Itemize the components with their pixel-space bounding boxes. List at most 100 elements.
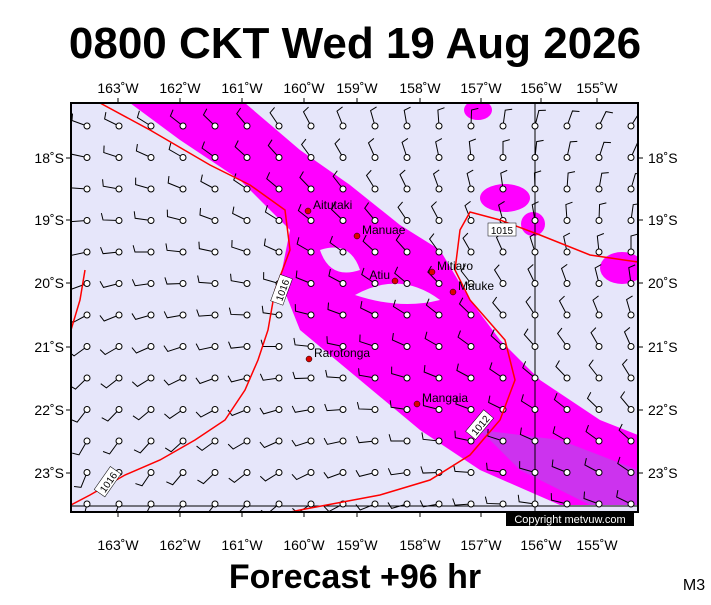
wind-station [339,437,347,445]
wind-station [595,437,603,445]
wind-station [467,374,475,382]
wind-station [307,217,315,224]
wind-barb [525,296,536,316]
wind-station [371,343,379,350]
wind-barb [628,264,636,284]
wind-barb [169,109,184,127]
lon-label-bottom: 157˚W [460,537,502,553]
wind-barb [167,175,184,190]
wind-station [115,280,123,287]
wind-station [147,154,155,161]
wind-barb [586,391,600,410]
wind-station [371,311,379,319]
rain-hole [320,247,440,304]
wind-barb [71,346,88,357]
wind-barb [177,503,184,512]
wind-barb [236,107,248,127]
island-name: Aitutaki [313,198,352,212]
wind-station [307,248,315,256]
wind-station [147,311,155,319]
wind-station [563,280,571,287]
wind-barb [164,440,184,453]
wind-station [307,437,315,445]
wind-station [211,122,219,130]
wind-barb [356,402,376,410]
wind-station [243,469,251,476]
wind-station [243,122,251,130]
wind-barb [630,173,638,190]
wind-station [627,185,635,193]
wind-barb [621,358,632,379]
wind-station [563,122,571,130]
wind-barb [517,494,536,505]
wind-barb [136,110,152,127]
wind-barb [163,311,184,319]
wind-barb [115,503,120,512]
wind-station [243,437,251,445]
wind-barb [332,170,344,190]
wind-barb [104,112,120,127]
wind-barb [234,140,248,158]
island-name: Atiu [369,268,390,282]
wind-barb [227,375,248,383]
wind-station [403,154,411,161]
wind-barb [164,277,184,285]
wind-station [243,406,251,413]
wind-station [563,374,571,382]
wind-station [435,406,443,413]
wind-barb [592,295,600,316]
wind-barb [401,138,409,158]
wind-station [339,406,347,413]
wind-station [147,374,155,382]
wind-barb [300,138,312,158]
wind-barb [356,435,376,444]
wind-station [435,311,443,319]
wind-station [595,469,603,476]
wind-barb [229,503,248,512]
wind-barb [196,440,216,452]
wind-barb [394,266,408,284]
wind-station [371,185,379,193]
wind-barb [529,232,537,253]
wind-station [595,311,603,319]
wind-station [179,406,187,413]
wind-barb [195,409,216,418]
wind-barb [566,110,580,127]
wind-station [307,374,315,382]
wind-barb [199,208,216,221]
wind-barb [424,331,440,347]
wind-station [467,311,475,319]
wind-barb [598,141,611,158]
wind-barb [399,169,408,190]
wind-barb [329,235,344,253]
wind-barb [563,232,571,253]
wind-barb [455,397,472,410]
wind-barb [102,179,120,190]
wind-barb [488,395,504,410]
lat-label-left: 23˚S [34,465,64,481]
wind-barb [334,138,344,158]
wind-barb [292,371,312,380]
wind-station [179,311,187,319]
wind-barb [227,409,248,417]
wind-barb [259,373,280,381]
lat-label-left: 20˚S [34,275,64,291]
wind-barb [99,314,120,322]
wind-station [531,437,539,445]
wind-station [627,437,635,445]
wind-station [243,248,251,256]
lon-label-bottom: 161˚W [221,537,263,553]
wind-barb [489,362,504,379]
wind-barb [200,174,216,190]
wind-station [339,374,347,382]
wind-station [627,500,635,508]
wind-station [307,469,315,476]
wind-barb [291,472,312,481]
wind-station [435,122,443,130]
isobar-label: 1015 [487,222,517,237]
wind-barb [327,302,344,316]
wind-barb [197,275,216,284]
wind-station [339,217,347,224]
wind-station [499,437,507,445]
wind-station [275,154,283,161]
